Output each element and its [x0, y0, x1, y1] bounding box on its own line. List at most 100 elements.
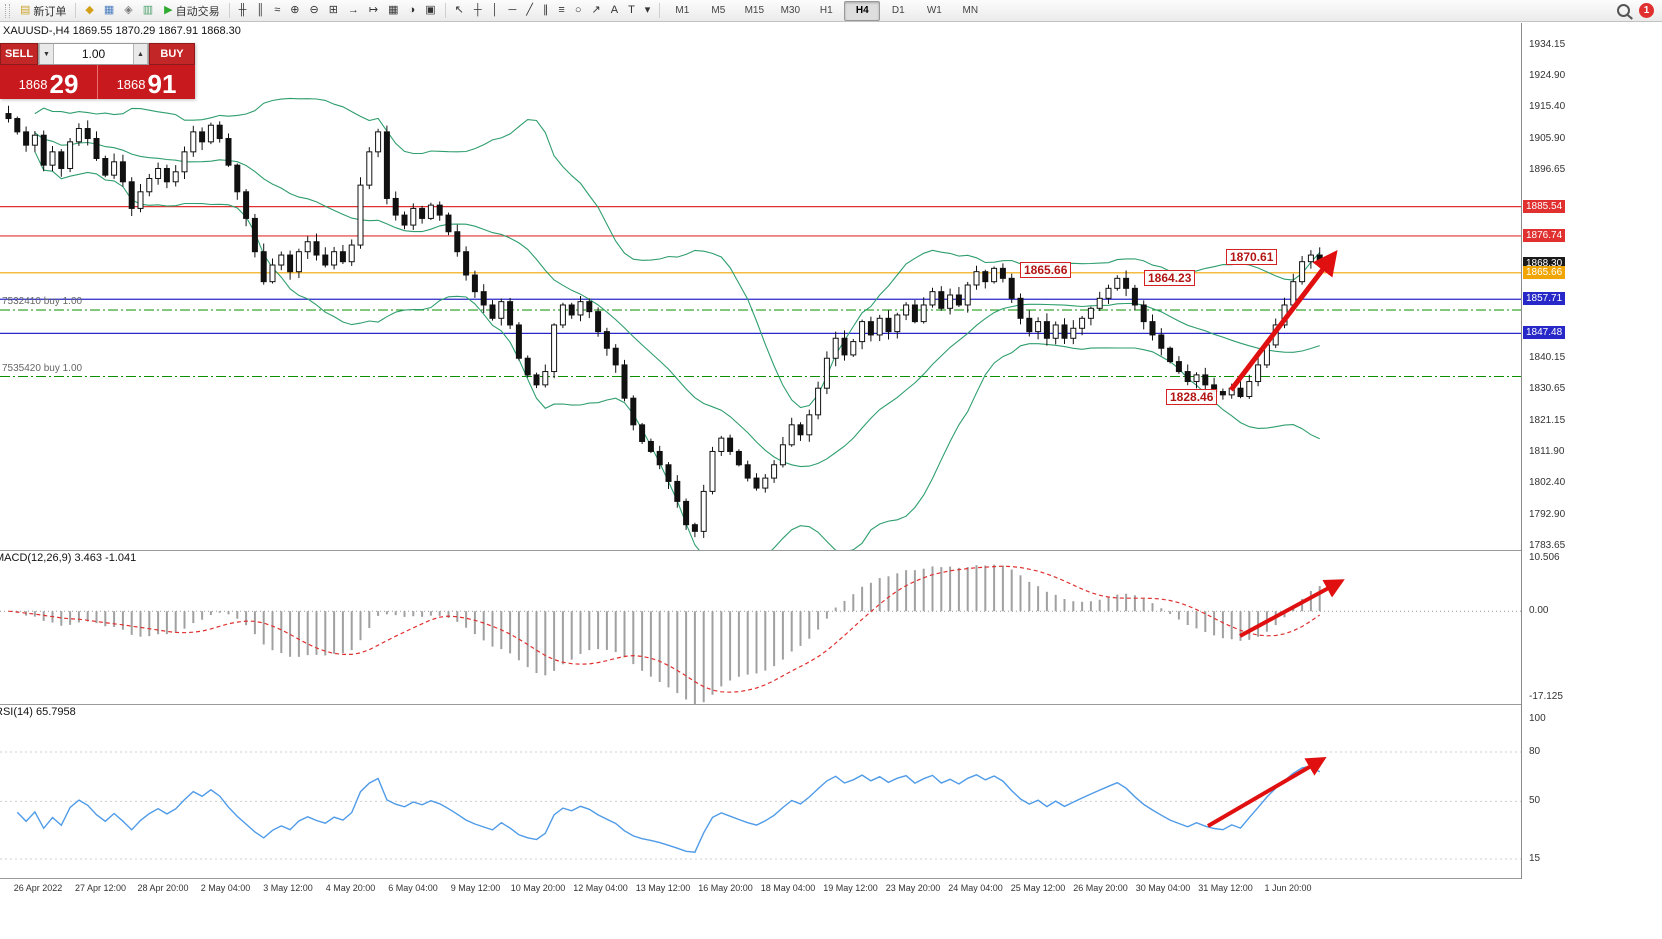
chart-shift-icon[interactable]: ↦ — [364, 1, 383, 21]
arrow-object-icon[interactable]: ↗ — [587, 1, 606, 21]
zoom-in-icon: ⊕ — [290, 4, 300, 16]
text-icon: A — [610, 4, 619, 16]
zoom-in-icon[interactable]: ⊕ — [285, 1, 304, 21]
time-axis-label: 26 May 20:00 — [1073, 883, 1128, 893]
volume-input[interactable]: 1.00 — [54, 44, 133, 64]
fibonacci-icon: ≡ — [558, 4, 565, 16]
crosshair-icon[interactable]: ┼ — [469, 1, 487, 21]
navigator-icon[interactable]: ◈ — [119, 1, 137, 21]
candlestick-chart-icon[interactable]: ║ — [251, 1, 269, 21]
new-order-icon: ▤ — [20, 4, 31, 16]
volume-increase-button[interactable] — [133, 44, 148, 64]
timeframe-h4[interactable]: H4 — [844, 0, 881, 21]
time-axis-label: 13 May 12:00 — [635, 883, 691, 893]
price-axis-badge: 1885.54 — [1523, 199, 1566, 213]
bid-price[interactable]: 1868 29 — [0, 65, 97, 99]
data-window-icon: ▦ — [103, 4, 115, 16]
terminal-icon[interactable]: ▥ — [138, 1, 158, 21]
price-axis-tick: 1821.15 — [1529, 414, 1566, 426]
shapes-icon: ○ — [574, 4, 582, 16]
main-chart-canvas[interactable] — [0, 23, 1521, 550]
notification-badge[interactable]: 1 — [1639, 3, 1654, 18]
macd-axis-tick: 0.00 — [1529, 605, 1549, 617]
bar-chart-icon[interactable]: ╫ — [234, 1, 252, 21]
price-axis-tick: 1840.15 — [1529, 351, 1566, 363]
toolbar: ▤ 新订单 ◆ ▦ ◈ ▥ ▶ 自动交易 ╫ ║ ≈ ⊕ ⊖ ⊞ → ↦ ▦ ◑ ▣ ↖ ┼ │ ─ ╱ ∥ ≡ ○ ↗ A… — [0, 0, 1662, 22]
rsi-indicator-label: RSI(14) 65.7958 — [0, 706, 76, 718]
price-annotation[interactable]: 1865.66 — [1020, 262, 1072, 278]
line-chart-icon[interactable]: ≈ — [269, 1, 285, 21]
time-axis-label: 10 May 20:00 — [510, 883, 566, 893]
auto-scroll-icon: → — [347, 4, 359, 16]
price-axis-tick: 1792.90 — [1529, 509, 1566, 521]
shapes-icon[interactable]: ○ — [570, 1, 587, 21]
time-axis-label: 24 May 04:00 — [948, 883, 1003, 893]
ask-price[interactable]: 1868 91 — [97, 65, 195, 99]
timeframe-m1[interactable]: M1 — [675, 5, 690, 16]
sell-button[interactable]: SELL — [0, 43, 38, 65]
vertical-line-icon[interactable]: │ — [487, 1, 504, 21]
tile-windows-icon[interactable]: ⊞ — [324, 1, 343, 21]
timeframe-d1[interactable]: D1 — [891, 5, 905, 16]
text-icon[interactable]: A — [606, 1, 623, 21]
toolbar-grip[interactable] — [5, 3, 10, 18]
panel-separator[interactable] — [0, 704, 1662, 705]
fibonacci-icon[interactable]: ≡ — [553, 1, 569, 21]
buy-button[interactable]: BUY — [149, 43, 195, 65]
objects-more-icon[interactable]: ▾ — [640, 1, 656, 21]
channel-icon[interactable]: ∥ — [538, 1, 554, 21]
horizontal-line-icon[interactable]: ─ — [504, 1, 522, 21]
trendline-icon[interactable]: ╱ — [521, 1, 538, 21]
zoom-out-icon[interactable]: ⊖ — [304, 1, 323, 21]
price-axis-tick: 1915.40 — [1529, 101, 1566, 113]
algo-trading-button[interactable]: ▶ 自动交易 — [159, 1, 224, 21]
label-icon: T — [628, 4, 635, 16]
ask-price-small: 1868 — [116, 77, 146, 92]
rsi-canvas[interactable] — [0, 705, 1521, 878]
period-icon: ◑ — [408, 4, 416, 16]
price-annotation[interactable]: 1828.46 — [1166, 389, 1218, 405]
rsi-panel: RSI(14) 65.7958 — [0, 705, 1521, 878]
market-watch-icon[interactable]: ◆ — [80, 1, 98, 21]
channel-icon: ∥ — [542, 4, 549, 16]
cursor-icon[interactable]: ↖ — [450, 1, 469, 21]
line-chart-icon: ≈ — [274, 4, 281, 16]
timeframe-m5[interactable]: M5 — [711, 5, 726, 16]
time-axis-label: 26 Apr 2022 — [13, 883, 63, 893]
timeframe-h1[interactable]: H1 — [819, 5, 833, 16]
panel-separator[interactable] — [0, 550, 1662, 551]
timeframe-m15[interactable]: M15 — [744, 5, 765, 16]
macd-axis-tick: 10.506 — [1529, 552, 1560, 564]
price-axis-badge: 1865.66 — [1523, 265, 1566, 279]
bid-price-big: 29 — [49, 69, 79, 99]
search-icon[interactable] — [1617, 4, 1630, 17]
time-axis[interactable]: 26 Apr 2022 27 Apr 12:00 28 Apr 20:00 2 May… — [0, 879, 1521, 899]
rsi-axis-tick: 50 — [1529, 795, 1541, 807]
data-window-icon[interactable]: ▦ — [99, 1, 119, 21]
label-icon[interactable]: T — [623, 1, 640, 21]
price-axis-tick: 1783.65 — [1529, 539, 1566, 551]
volume-decrease-button[interactable] — [39, 44, 54, 64]
auto-scroll-icon[interactable]: → — [343, 1, 364, 21]
screenshot-icon[interactable]: ▣ — [420, 1, 440, 21]
timeframe-mn[interactable]: MN — [962, 5, 979, 16]
macd-canvas[interactable] — [0, 551, 1521, 704]
timeframe-m30[interactable]: M30 — [780, 5, 801, 16]
rsi-axis-tick: 80 — [1529, 745, 1541, 757]
price-axis[interactable]: 1934.15 1924.90 1915.40 1905.90 1896.65 1840.… — [1522, 23, 1662, 939]
macd-panel: MACD(12,26,9) 3.463 -1.041 — [0, 551, 1521, 704]
new-order-button[interactable]: ▤ 新订单 — [15, 1, 71, 21]
timeframe-w1[interactable]: W1 — [926, 5, 942, 16]
price-annotation[interactable]: 1864.23 — [1144, 270, 1196, 286]
price-axis-tick: 1802.40 — [1529, 477, 1566, 489]
rsi-axis-tick: 100 — [1529, 713, 1546, 724]
main-price-panel: XAUUSD-,H4 1869.55 1870.29 1867.91 1868.… — [0, 23, 1521, 550]
price-annotation[interactable]: 1870.61 — [1226, 249, 1278, 265]
period-icon[interactable]: ◑ — [404, 1, 421, 21]
price-axis-tick: 1896.65 — [1529, 163, 1566, 175]
new-chart-icon[interactable]: ▦ — [383, 1, 403, 21]
volume-control: 1.00 — [38, 43, 149, 65]
new-order-label: 新订单 — [33, 5, 67, 18]
candlestick-chart-icon: ║ — [256, 4, 265, 16]
